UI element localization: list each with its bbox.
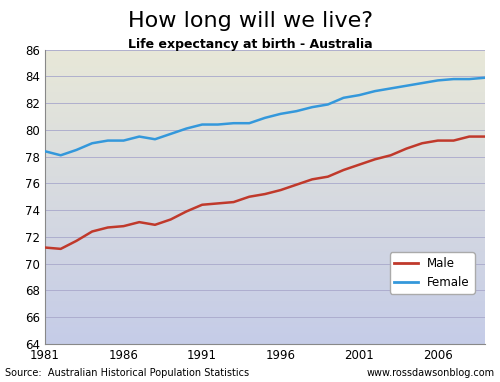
Male: [74, 238, 80, 243]
Female: [42, 149, 48, 154]
Male: [466, 134, 472, 139]
Male: [105, 225, 111, 230]
Female: [419, 81, 425, 85]
Male: [482, 134, 488, 139]
Female: [246, 121, 252, 126]
Male: [388, 153, 394, 157]
Female: [388, 86, 394, 91]
Female: [105, 138, 111, 143]
Legend: Male, Female: Male, Female: [390, 253, 474, 294]
Male: [168, 217, 173, 222]
Female: [309, 105, 315, 109]
Female: [404, 83, 409, 88]
Male: [184, 209, 190, 214]
Male: [136, 220, 142, 225]
Male: [278, 188, 283, 192]
Female: [340, 96, 346, 100]
Female: [74, 148, 80, 152]
Male: [262, 192, 268, 196]
Female: [325, 102, 331, 107]
Female: [120, 138, 126, 143]
Male: [325, 174, 331, 179]
Text: How long will we live?: How long will we live?: [128, 11, 372, 31]
Text: www.rossdawsonblog.com: www.rossdawsonblog.com: [367, 368, 495, 378]
Male: [309, 177, 315, 182]
Male: [152, 222, 158, 227]
Male: [372, 157, 378, 162]
Male: [199, 202, 205, 207]
Female: [278, 112, 283, 116]
Male: [294, 182, 300, 187]
Line: Female: Female: [45, 78, 485, 155]
Female: [58, 153, 64, 157]
Text: Life expectancy at birth - Australia: Life expectancy at birth - Australia: [128, 38, 372, 51]
Female: [89, 141, 95, 146]
Female: [356, 93, 362, 97]
Male: [120, 224, 126, 228]
Female: [152, 137, 158, 141]
Male: [450, 138, 456, 143]
Male: [42, 245, 48, 250]
Female: [199, 122, 205, 127]
Text: Source:  Australian Historical Population Statistics: Source: Australian Historical Population…: [5, 368, 249, 378]
Line: Male: Male: [45, 136, 485, 249]
Female: [294, 109, 300, 113]
Female: [372, 89, 378, 93]
Female: [168, 131, 173, 136]
Female: [450, 77, 456, 81]
Female: [262, 115, 268, 120]
Female: [136, 134, 142, 139]
Male: [246, 194, 252, 199]
Female: [184, 126, 190, 131]
Male: [419, 141, 425, 146]
Female: [482, 75, 488, 80]
Male: [356, 162, 362, 167]
Male: [340, 168, 346, 172]
Male: [58, 247, 64, 251]
Female: [466, 77, 472, 81]
Female: [215, 122, 221, 127]
Male: [230, 200, 236, 204]
Male: [404, 146, 409, 151]
Male: [435, 138, 441, 143]
Female: [435, 78, 441, 83]
Female: [230, 121, 236, 126]
Male: [89, 229, 95, 234]
Male: [215, 201, 221, 206]
